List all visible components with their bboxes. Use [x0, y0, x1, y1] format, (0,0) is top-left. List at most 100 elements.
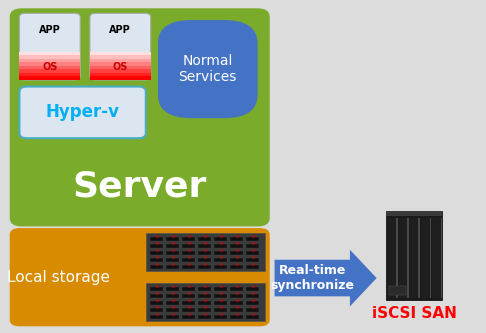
FancyBboxPatch shape: [246, 265, 260, 269]
FancyBboxPatch shape: [246, 294, 260, 298]
FancyBboxPatch shape: [430, 218, 431, 298]
FancyBboxPatch shape: [146, 283, 265, 321]
FancyBboxPatch shape: [150, 258, 163, 262]
FancyBboxPatch shape: [166, 265, 179, 269]
FancyBboxPatch shape: [198, 265, 211, 269]
Text: iSCSI SAN: iSCSI SAN: [372, 305, 457, 321]
FancyBboxPatch shape: [19, 52, 80, 55]
FancyBboxPatch shape: [90, 73, 151, 76]
Polygon shape: [275, 250, 377, 306]
FancyBboxPatch shape: [198, 237, 211, 241]
FancyBboxPatch shape: [166, 287, 179, 291]
FancyBboxPatch shape: [90, 76, 151, 80]
FancyBboxPatch shape: [246, 287, 260, 291]
Text: Hyper-v: Hyper-v: [46, 103, 120, 122]
FancyBboxPatch shape: [246, 237, 260, 241]
FancyBboxPatch shape: [230, 265, 243, 269]
Text: Local storage: Local storage: [7, 270, 110, 285]
FancyBboxPatch shape: [389, 286, 405, 295]
FancyBboxPatch shape: [214, 315, 227, 319]
FancyBboxPatch shape: [19, 13, 80, 80]
FancyBboxPatch shape: [198, 251, 211, 255]
FancyBboxPatch shape: [230, 244, 243, 248]
FancyBboxPatch shape: [198, 315, 211, 319]
FancyBboxPatch shape: [150, 265, 163, 269]
FancyBboxPatch shape: [19, 87, 146, 138]
FancyBboxPatch shape: [214, 265, 227, 269]
FancyBboxPatch shape: [150, 251, 163, 255]
FancyBboxPatch shape: [198, 294, 211, 298]
FancyBboxPatch shape: [399, 218, 408, 298]
FancyBboxPatch shape: [150, 301, 163, 305]
FancyBboxPatch shape: [386, 211, 442, 216]
FancyBboxPatch shape: [90, 69, 151, 73]
FancyBboxPatch shape: [19, 52, 80, 80]
FancyBboxPatch shape: [10, 8, 270, 226]
FancyBboxPatch shape: [90, 62, 151, 66]
Text: Normal
Services: Normal Services: [178, 54, 237, 84]
Text: APP: APP: [39, 25, 61, 35]
FancyBboxPatch shape: [19, 55, 80, 59]
FancyBboxPatch shape: [90, 55, 151, 59]
FancyBboxPatch shape: [198, 258, 211, 262]
FancyBboxPatch shape: [166, 308, 179, 312]
FancyBboxPatch shape: [150, 294, 163, 298]
FancyBboxPatch shape: [396, 218, 398, 298]
FancyBboxPatch shape: [214, 287, 227, 291]
FancyBboxPatch shape: [418, 218, 420, 298]
FancyBboxPatch shape: [10, 228, 270, 326]
FancyBboxPatch shape: [90, 59, 151, 62]
FancyBboxPatch shape: [230, 315, 243, 319]
FancyBboxPatch shape: [198, 287, 211, 291]
FancyBboxPatch shape: [150, 244, 163, 248]
Text: OS: OS: [42, 62, 57, 72]
FancyBboxPatch shape: [230, 258, 243, 262]
FancyBboxPatch shape: [182, 287, 195, 291]
FancyBboxPatch shape: [166, 294, 179, 298]
FancyBboxPatch shape: [19, 66, 80, 69]
FancyBboxPatch shape: [19, 69, 80, 73]
FancyBboxPatch shape: [214, 308, 227, 312]
FancyBboxPatch shape: [182, 301, 195, 305]
FancyBboxPatch shape: [182, 251, 195, 255]
FancyBboxPatch shape: [230, 301, 243, 305]
FancyBboxPatch shape: [386, 211, 442, 300]
FancyBboxPatch shape: [19, 76, 80, 80]
FancyBboxPatch shape: [90, 52, 151, 80]
FancyBboxPatch shape: [182, 294, 195, 298]
Text: OS: OS: [113, 62, 128, 72]
FancyBboxPatch shape: [150, 287, 163, 291]
FancyBboxPatch shape: [198, 244, 211, 248]
FancyBboxPatch shape: [214, 258, 227, 262]
FancyBboxPatch shape: [90, 13, 151, 80]
FancyBboxPatch shape: [246, 251, 260, 255]
FancyBboxPatch shape: [166, 315, 179, 319]
FancyBboxPatch shape: [246, 301, 260, 305]
FancyBboxPatch shape: [90, 52, 151, 55]
FancyBboxPatch shape: [166, 258, 179, 262]
FancyBboxPatch shape: [246, 244, 260, 248]
FancyBboxPatch shape: [166, 237, 179, 241]
FancyBboxPatch shape: [150, 308, 163, 312]
FancyBboxPatch shape: [230, 308, 243, 312]
FancyBboxPatch shape: [410, 218, 419, 298]
FancyBboxPatch shape: [246, 308, 260, 312]
FancyBboxPatch shape: [182, 258, 195, 262]
FancyBboxPatch shape: [441, 218, 442, 298]
FancyBboxPatch shape: [214, 237, 227, 241]
FancyBboxPatch shape: [407, 218, 409, 298]
FancyBboxPatch shape: [19, 62, 80, 66]
FancyBboxPatch shape: [432, 218, 441, 298]
FancyBboxPatch shape: [230, 237, 243, 241]
Text: APP: APP: [109, 25, 131, 35]
FancyBboxPatch shape: [214, 301, 227, 305]
FancyBboxPatch shape: [230, 287, 243, 291]
FancyBboxPatch shape: [19, 59, 80, 62]
FancyBboxPatch shape: [230, 294, 243, 298]
FancyBboxPatch shape: [214, 294, 227, 298]
FancyBboxPatch shape: [198, 308, 211, 312]
FancyBboxPatch shape: [182, 315, 195, 319]
FancyBboxPatch shape: [90, 66, 151, 69]
FancyBboxPatch shape: [19, 73, 80, 76]
FancyBboxPatch shape: [182, 244, 195, 248]
